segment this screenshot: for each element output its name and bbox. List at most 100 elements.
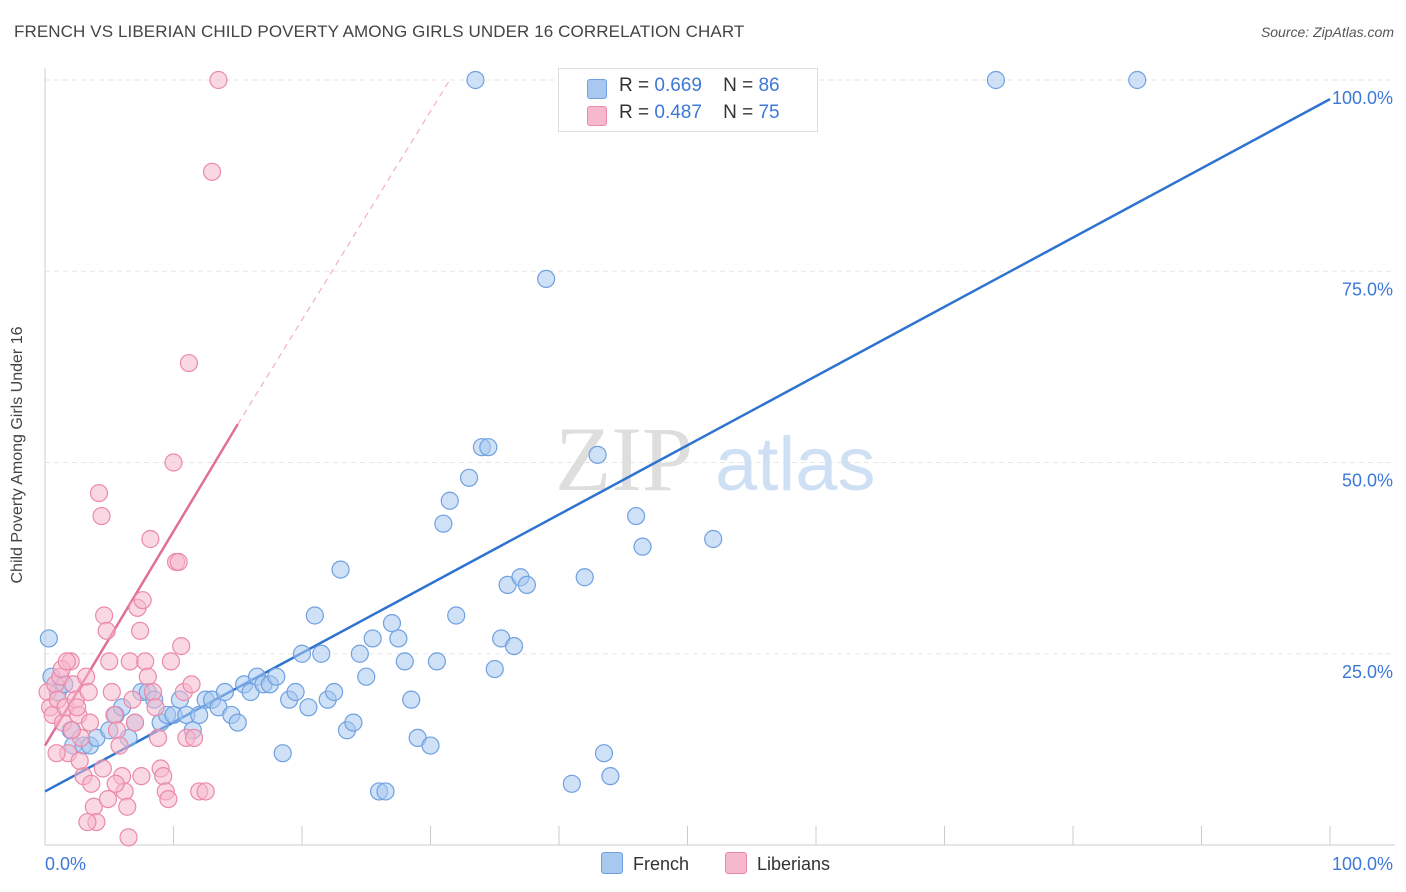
liberians-swatch [587, 106, 607, 126]
french-legend-swatch [601, 852, 623, 874]
liberian-point [105, 705, 124, 725]
liberian-point [107, 721, 127, 740]
liberian-point [184, 728, 204, 748]
french-point [537, 269, 556, 288]
french-point [363, 629, 382, 648]
bottom-legend-french[interactable]: French [601, 852, 689, 875]
french-point [447, 606, 466, 625]
x-tick-label-min: 0.0% [45, 854, 86, 874]
liberian-point [70, 751, 89, 770]
french-point [299, 698, 318, 717]
liberian-point [182, 675, 201, 694]
liberian-point [80, 713, 100, 732]
y-tick-label: 50.0% [1342, 471, 1393, 491]
liberians-n-label: N = [723, 102, 754, 123]
french-r-value: 0.669 [654, 75, 702, 96]
french-point [562, 774, 581, 793]
french-point [39, 629, 58, 648]
liberian-point [106, 774, 125, 793]
french-point [440, 491, 459, 510]
y-tick-label: 75.0% [1342, 279, 1393, 299]
liberian-point [100, 652, 119, 671]
liberian-point [133, 591, 152, 610]
french-point [626, 506, 646, 526]
source-credit: Source: ZipAtlas.com [1260, 24, 1394, 40]
liberian-point [79, 682, 98, 702]
liberian-point [132, 767, 151, 786]
french-point [325, 682, 344, 702]
liberian-point [47, 744, 66, 763]
french-point [575, 568, 594, 587]
liberians-n-value: 75 [758, 102, 780, 123]
liberian-point [138, 667, 157, 686]
french-legend-label: French [633, 854, 690, 874]
liberian-point [118, 797, 137, 816]
liberian-point [169, 552, 188, 572]
french-point [459, 468, 479, 487]
liberian-point [164, 453, 183, 472]
liberian-point [62, 721, 82, 740]
french-point [427, 652, 447, 671]
liberians-legend-label: Liberians [757, 854, 831, 874]
french-n-value: 86 [758, 75, 780, 96]
french-point [588, 445, 607, 464]
x-tick-label-max: 100.0% [1332, 854, 1393, 874]
liberian-point [161, 652, 181, 671]
liberian-point [146, 698, 165, 717]
french-point [1128, 70, 1147, 90]
french-point [344, 713, 363, 732]
liberian-point [159, 789, 178, 809]
liberian-point [98, 789, 118, 809]
french-point [986, 70, 1006, 90]
french-point [215, 682, 234, 702]
french-point [190, 705, 209, 725]
liberian-point [102, 682, 121, 702]
liberian-point [82, 774, 101, 793]
liberian-point [93, 759, 112, 778]
chart-title: FRENCH VS LIBERIAN CHILD POVERTY AMONG G… [14, 22, 745, 41]
french-point [485, 659, 504, 679]
liberian-point [143, 682, 163, 702]
y-tick-label: 25.0% [1342, 662, 1393, 682]
liberian-point [68, 698, 87, 717]
liberian-point [95, 606, 114, 625]
liberian-point [89, 484, 109, 503]
liberian-point [120, 652, 139, 671]
liberian-point [57, 652, 76, 671]
french-point [421, 736, 440, 755]
liberian-point [77, 667, 96, 686]
liberian-point [172, 636, 191, 656]
liberians-r-value: 0.487 [654, 102, 702, 123]
french-point [504, 636, 524, 656]
french-point [305, 606, 324, 625]
french-point [292, 644, 312, 663]
liberians-legend-swatch [725, 852, 747, 874]
liberian-point [154, 767, 173, 786]
bottom-legend-liberians[interactable]: Liberians [725, 852, 830, 875]
french-point [402, 690, 421, 709]
french-point [286, 682, 305, 702]
liberian-point [125, 713, 145, 732]
french-point [434, 514, 453, 533]
french-point [273, 744, 292, 763]
french-point [350, 644, 369, 663]
watermark-atlas: atlas [715, 422, 876, 507]
liberian-point [119, 828, 138, 847]
liberian-point [92, 506, 111, 526]
liberian-point [209, 70, 228, 90]
liberian-point [130, 621, 150, 640]
french-point [704, 529, 723, 549]
liberian-point [148, 728, 168, 748]
french-point [382, 614, 402, 633]
y-axis-label: Child Poverty Among Girls Under 16 [9, 326, 26, 584]
french-point [466, 70, 485, 90]
liberians-r-label: R = [619, 102, 650, 123]
liberian-point [179, 353, 199, 373]
french-point [228, 713, 247, 732]
french-point [389, 629, 408, 648]
watermark: ZIP atlas [555, 408, 876, 510]
liberian-point [202, 162, 222, 181]
french-r-label: R = [619, 75, 650, 96]
liberian-trend-extension [237, 79, 451, 425]
